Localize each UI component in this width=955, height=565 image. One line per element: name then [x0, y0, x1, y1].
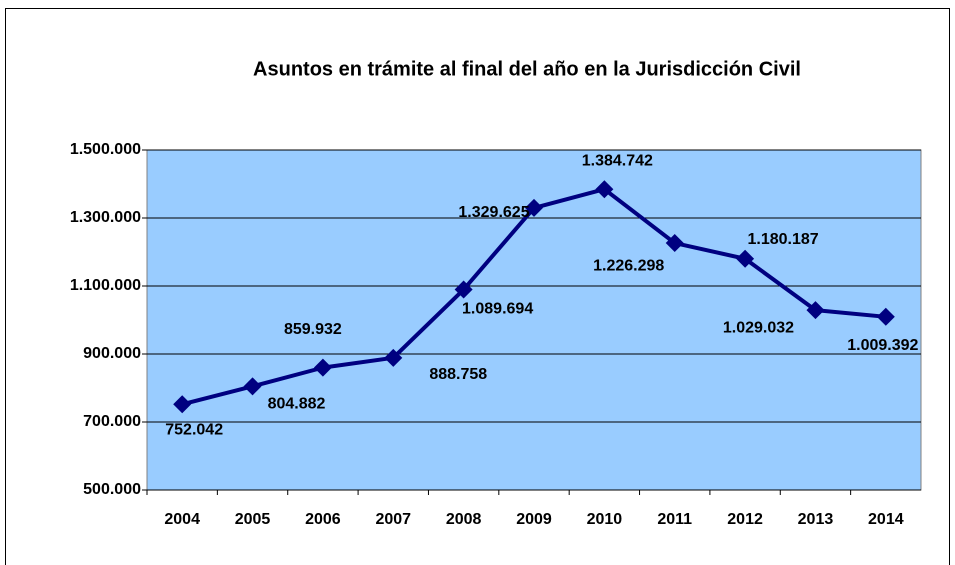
marker — [876, 307, 895, 326]
marker — [173, 395, 192, 414]
data-label: 1.180.187 — [747, 231, 818, 248]
x-tick-label: 2005 — [235, 511, 271, 528]
x-tick-label: 2008 — [446, 511, 482, 528]
marker — [454, 280, 473, 299]
marker — [525, 198, 543, 217]
data-label: 804.882 — [268, 396, 326, 413]
data-label: 1.329.625 — [458, 204, 529, 221]
marker — [595, 180, 614, 199]
data-label: 888.758 — [429, 366, 487, 383]
data-label: 1.029.032 — [723, 319, 794, 336]
x-tick-label: 2006 — [305, 511, 341, 528]
marker — [736, 249, 755, 268]
y-tick-label: 1.500.000 — [70, 141, 141, 158]
x-tick-label: 2011 — [657, 511, 692, 528]
x-tick-label: 2009 — [516, 511, 552, 528]
x-tick-label: 2007 — [375, 511, 411, 528]
data-label: 859.932 — [284, 321, 342, 338]
data-label: 752.042 — [165, 422, 223, 439]
y-tick-label: 700.000 — [83, 413, 141, 430]
data-label: 1.226.298 — [593, 257, 664, 274]
x-tick-label: 2010 — [587, 511, 623, 528]
marker — [243, 377, 262, 396]
data-label: 1.089.694 — [462, 301, 533, 318]
x-tick-label: 2013 — [798, 511, 834, 528]
y-tick-label: 500.000 — [83, 481, 141, 498]
data-label: 1.009.392 — [847, 337, 918, 354]
x-tick-label: 2012 — [727, 511, 763, 528]
x-tick-label: 2004 — [164, 511, 200, 528]
marker — [384, 348, 403, 367]
y-tick-label: 900.000 — [83, 345, 141, 362]
y-tick-label: 1.100.000 — [70, 277, 141, 294]
x-tick-label: 2014 — [868, 511, 904, 528]
data-label: 1.384.742 — [582, 152, 653, 169]
marker — [665, 234, 684, 253]
y-tick-label: 1.300.000 — [70, 209, 141, 226]
chart-title: Asuntos en trámite al final del año en l… — [253, 58, 801, 80]
marker — [806, 301, 825, 320]
marker — [313, 358, 332, 377]
